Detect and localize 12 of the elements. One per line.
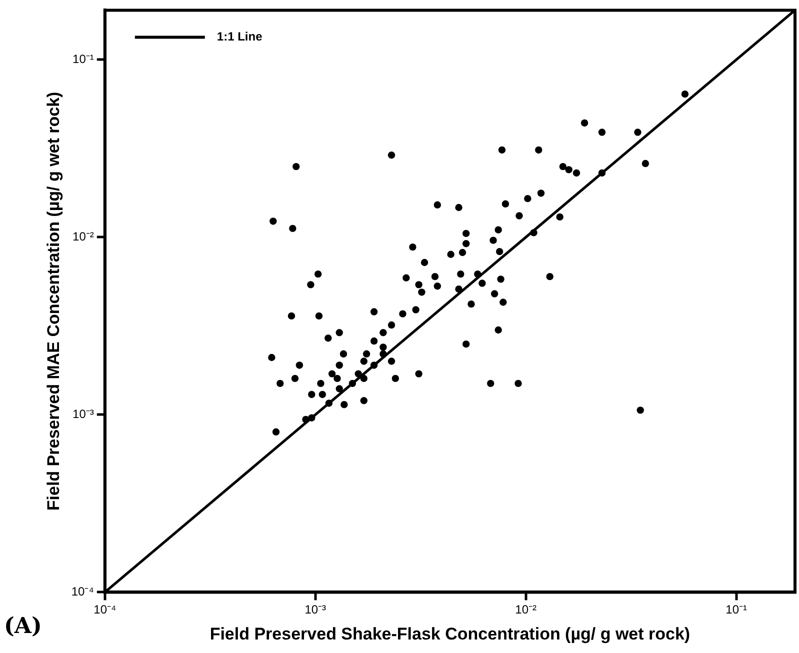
x-tick-label: 10⁻³ [304, 602, 326, 617]
x-tick-label: 10⁻² [515, 602, 537, 617]
y-tick-label: 10⁻³ [72, 407, 94, 422]
x-tick-label: 10⁻¹ [726, 602, 748, 617]
text: (A) [4, 613, 42, 639]
y-tick-label: 10⁻² [72, 230, 94, 244]
text: 1:1 Line [216, 30, 263, 44]
x-axis-title: Field Preserved Shake-Flask Concentration (µg/ g wet rock) [210, 624, 690, 644]
y-tick-label: 10⁻⁴ [71, 584, 94, 599]
y-tick-label: 10⁻¹ [72, 52, 94, 66]
x-tick-label: 10⁻⁴ [94, 602, 116, 617]
y-axis-title: Field Preserved MAE Concentration (µg/ g wet rock) [44, 92, 63, 511]
